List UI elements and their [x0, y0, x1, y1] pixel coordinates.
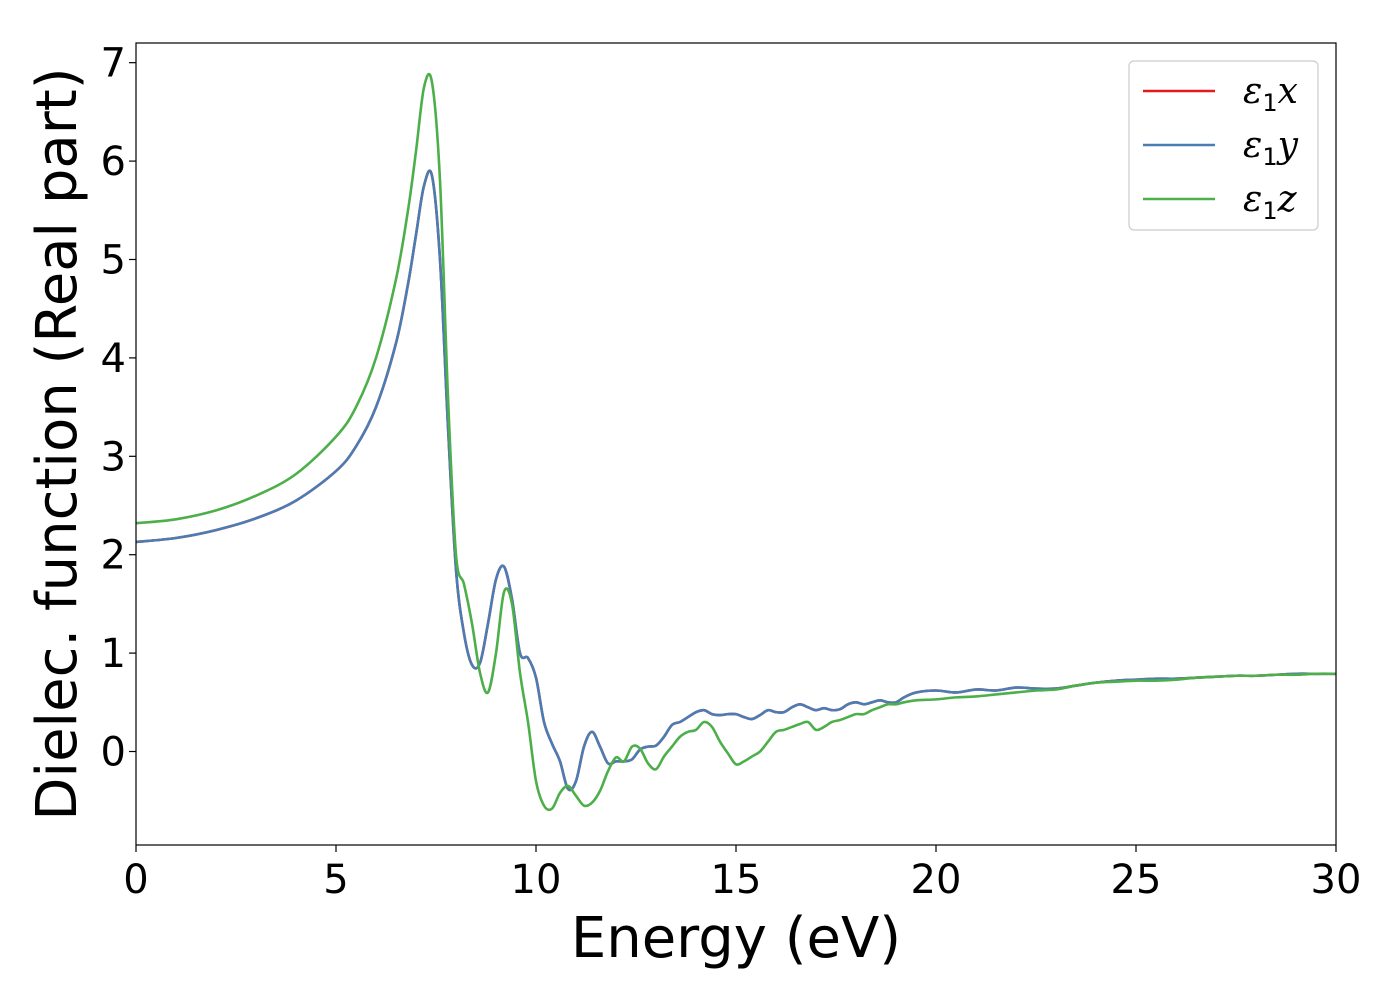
x-tick-label: 25	[1111, 857, 1162, 903]
x-tick-label: 5	[323, 857, 348, 903]
x-tick-label: 30	[1311, 857, 1362, 903]
y-tick-label: 5	[101, 237, 126, 283]
y-tick-label: 6	[101, 139, 126, 185]
series-layer	[136, 72, 1336, 812]
y-tick-label: 0	[101, 730, 126, 776]
legend-label-1: ε1x	[1243, 71, 1298, 117]
legend-label-2: ε1y	[1243, 125, 1299, 171]
y-tick-label: 2	[101, 533, 126, 579]
y-axis-label: Dielec. function (Real part)	[25, 67, 90, 820]
series-line-3	[136, 72, 1336, 812]
legend-box	[1128, 60, 1319, 231]
x-tick-label: 15	[711, 857, 762, 903]
y-tick-label: 3	[101, 434, 126, 480]
legend: ε1x ε1y ε1z	[1128, 60, 1319, 231]
series-line-2	[136, 169, 1336, 792]
y-axis-ticks: 0 1 2 3 4 5 6 7	[101, 41, 136, 776]
y-tick-label: 4	[101, 336, 126, 382]
x-tick-label: 10	[511, 857, 562, 903]
x-axis-label: Energy (eV)	[571, 906, 901, 971]
y-tick-label: 1	[101, 631, 126, 677]
y-tick-label: 7	[101, 41, 126, 87]
x-tick-label: 20	[911, 857, 962, 903]
x-tick-label: 0	[123, 857, 148, 903]
legend-label-3: ε1z	[1243, 179, 1298, 225]
series-line-1	[136, 169, 1336, 792]
x-axis-ticks: 0 5 10 15 20 25 30	[123, 845, 1361, 903]
